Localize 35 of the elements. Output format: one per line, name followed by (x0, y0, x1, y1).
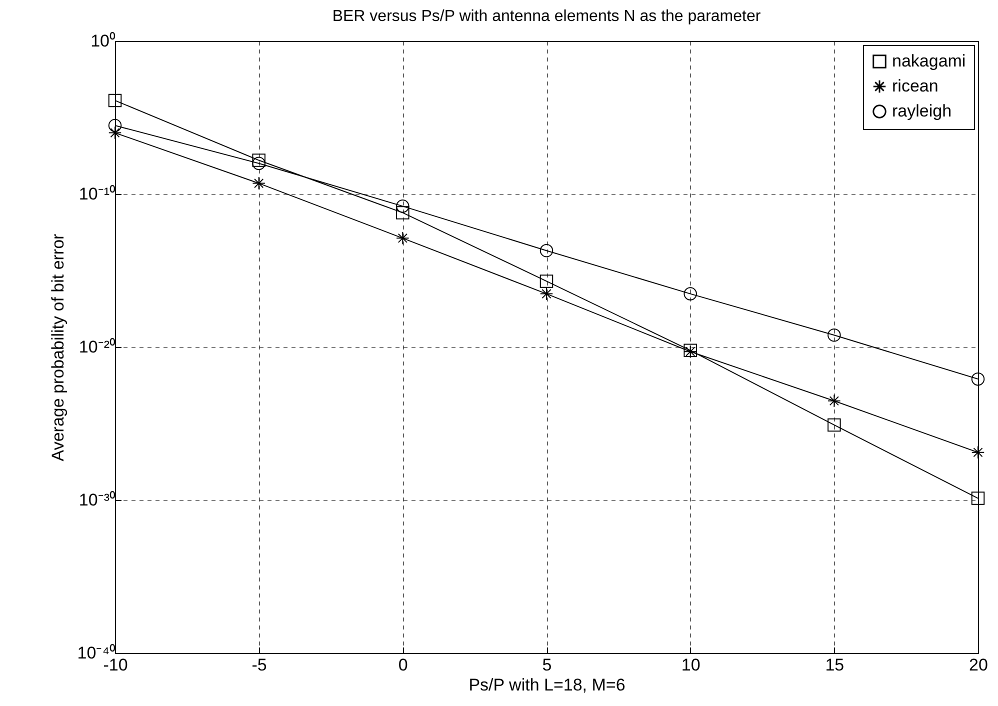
point (396, 232, 410, 245)
y-tick-label: 10⁰ (90, 32, 116, 50)
x-tick-label: 10 (681, 656, 700, 674)
y-tick-label: 10⁻¹⁰ (78, 184, 116, 204)
x-axis-title: Ps/P with L=18, M=6 (468, 676, 626, 694)
point (828, 418, 841, 432)
chart-title: BER versus Ps/P with antenna elements N as the parameter (332, 8, 762, 25)
y-tick-label: 10⁻³⁰ (78, 490, 116, 510)
y-tick-label: 10⁻²⁰ (78, 338, 116, 356)
point (108, 94, 122, 108)
point (540, 244, 554, 258)
x-tick-label: 15 (825, 656, 844, 674)
point (396, 200, 410, 213)
point (971, 372, 985, 386)
legend-label: nakagami (892, 52, 966, 70)
y-axis-title: Average probability of bit error (48, 233, 68, 462)
legend-label: ricean (892, 76, 938, 96)
point (684, 287, 697, 300)
point (971, 492, 985, 505)
x-tick-label: 20 (969, 656, 988, 674)
x-tick-label: -5 (252, 656, 267, 674)
point (252, 156, 266, 170)
point (828, 328, 841, 342)
point (252, 176, 266, 190)
point (108, 118, 122, 132)
point (828, 394, 841, 408)
legend-label: rayleigh (892, 102, 952, 120)
point (540, 274, 554, 288)
point (971, 446, 985, 459)
point (252, 154, 266, 167)
point (396, 206, 410, 220)
x-tick-label: 5 (542, 656, 552, 674)
point (108, 126, 122, 140)
x-tick-label: 0 (398, 656, 408, 674)
point (540, 287, 554, 300)
